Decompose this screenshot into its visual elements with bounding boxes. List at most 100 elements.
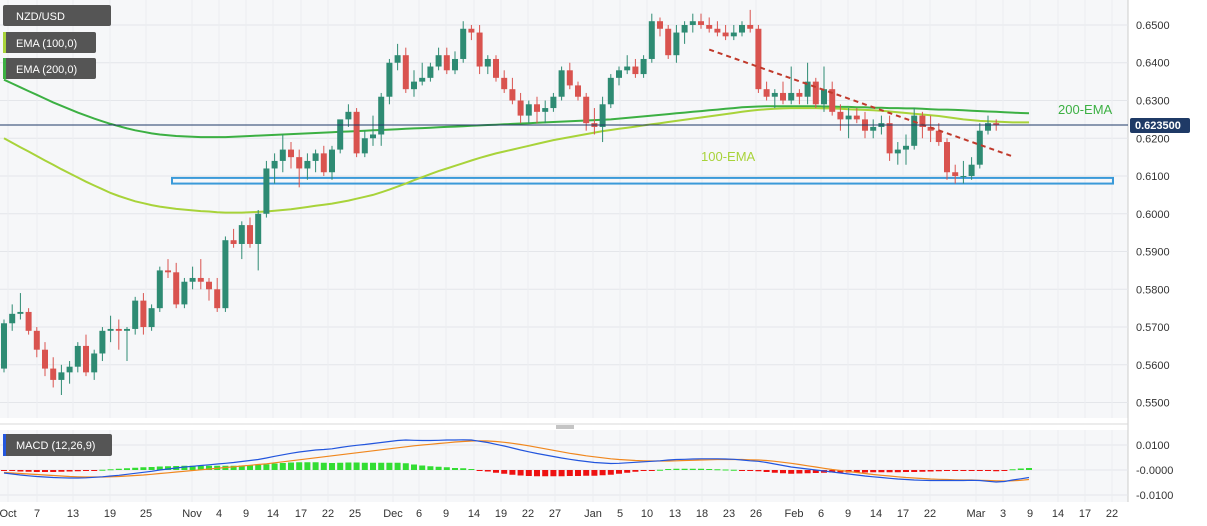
date-tick-label: 6 — [818, 508, 824, 520]
candle-body — [91, 353, 98, 373]
legend-ema100[interactable]: EMA (100,0) — [3, 32, 96, 53]
candle — [911, 108, 918, 150]
candle — [411, 70, 417, 97]
candle — [263, 160, 270, 218]
candle — [689, 13, 696, 33]
candle — [648, 13, 655, 63]
legend-ema200[interactable]: EMA (200,0) — [3, 58, 96, 79]
legend-macd-text: MACD (12,26,9) — [16, 440, 95, 452]
macd-histogram-bar — [378, 462, 385, 470]
macd-histogram-bar — [197, 465, 204, 470]
candle — [632, 58, 639, 78]
candle-body — [476, 32, 483, 67]
candle — [894, 142, 901, 165]
candle-body — [74, 345, 81, 367]
macd-histogram-bar — [632, 470, 639, 472]
current-price-chip: 0.623500 — [1130, 118, 1190, 134]
candle — [509, 77, 516, 105]
candle-body — [706, 24, 713, 29]
legend-symbol[interactable]: NZD/USD — [3, 5, 111, 26]
candle — [443, 47, 450, 75]
macd-histogram-bar — [960, 470, 967, 471]
candle-body — [747, 24, 754, 29]
price-tick-label: 0.6300 — [1136, 96, 1170, 108]
macd-histogram-bar — [730, 469, 737, 471]
candle-body — [501, 77, 508, 90]
macd-histogram-bar — [665, 469, 672, 470]
candle-body — [575, 85, 581, 97]
macd-histogram-bar — [1, 470, 7, 471]
macd-histogram-bar — [91, 470, 98, 471]
macd-swatch — [3, 434, 6, 456]
candle — [525, 100, 532, 124]
candle-body — [673, 32, 680, 56]
price-tick-label: 0.6400 — [1136, 58, 1170, 70]
candle — [837, 104, 844, 131]
candle-body — [173, 272, 180, 305]
macd-histogram-bar — [722, 469, 729, 471]
candle — [419, 62, 426, 86]
candle — [812, 77, 819, 109]
macd-histogram-bar — [706, 469, 713, 470]
candle — [714, 21, 721, 37]
macd-histogram-bar — [944, 470, 950, 471]
candle — [279, 134, 286, 173]
ema200-swatch — [3, 58, 6, 79]
date-tick-label: 4 — [216, 508, 222, 520]
legend-symbol-text: NZD/USD — [16, 11, 65, 23]
legend-macd[interactable]: MACD (12,26,9) — [3, 434, 112, 456]
candle-body — [780, 92, 786, 101]
macd-histogram-bar — [279, 463, 286, 470]
candle — [780, 81, 786, 105]
candle-body — [599, 104, 606, 127]
macd-histogram-bar — [870, 470, 877, 473]
macd-histogram-bar — [812, 470, 819, 473]
macd-histogram-bar — [25, 470, 32, 472]
macd-indicator — [1, 439, 1032, 483]
macd-histogram-bar — [575, 470, 581, 476]
candle — [968, 157, 975, 180]
candle-body — [132, 300, 139, 329]
candle-body — [739, 24, 745, 33]
ema200-line — [3, 78, 1030, 139]
candle-body — [1, 323, 7, 369]
candle-body — [320, 153, 327, 173]
candle — [247, 217, 253, 248]
candle — [370, 115, 376, 146]
panel-resize-handle[interactable] — [556, 425, 574, 429]
candle — [74, 342, 81, 373]
macd-histogram-bar — [140, 467, 147, 470]
macd-histogram-bar — [66, 470, 73, 472]
candle-body — [279, 149, 286, 161]
candle — [148, 304, 155, 331]
candle-body — [616, 70, 622, 78]
candle-body — [681, 24, 688, 33]
candle-body — [566, 70, 573, 86]
candle — [353, 108, 360, 158]
macd-histogram-bar — [132, 467, 139, 470]
macd-histogram-bar — [919, 470, 926, 472]
macd-histogram-bar — [698, 468, 704, 470]
candle-body — [443, 55, 450, 71]
macd-histogram-bar — [755, 470, 762, 472]
date-tick-label: Oct — [0, 508, 17, 520]
candle-body — [124, 328, 130, 331]
candle — [1, 319, 7, 373]
price-tick-label: 0.6100 — [1136, 171, 1170, 183]
macd-histogram-bar — [927, 470, 934, 472]
candle-body — [960, 176, 967, 178]
candle — [534, 96, 540, 124]
candle — [345, 104, 352, 127]
date-tick-label: 3 — [1000, 508, 1006, 520]
candle-body — [804, 81, 811, 97]
price-tick-label: 0.6500 — [1136, 20, 1170, 32]
candle — [378, 92, 385, 146]
candle — [91, 349, 98, 380]
macd-histogram-bar — [829, 470, 836, 473]
macd-histogram-bar — [640, 470, 647, 471]
candle-body — [886, 123, 893, 154]
macd-panel — [0, 430, 1128, 502]
candle — [796, 89, 803, 105]
macd-histogram-bar — [952, 470, 959, 471]
macd-histogram-bar — [50, 470, 57, 472]
